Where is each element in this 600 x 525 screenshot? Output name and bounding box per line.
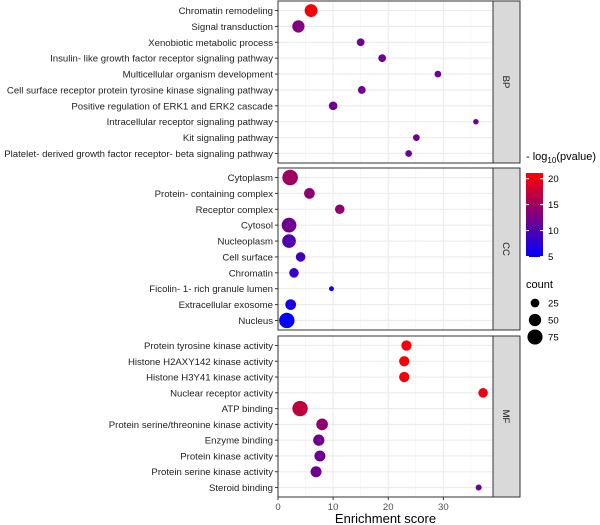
data-point [281,217,297,233]
data-point [334,204,345,215]
color-legend-label: 10 [548,226,559,237]
term-label: Multicellular organism development [123,70,274,81]
data-point [313,434,325,446]
panel-mf: Protein tyrosine kinase activity Histone … [109,335,521,498]
data-point [413,134,420,141]
term-label: Receptor complex [196,205,274,216]
facet-label: CC [500,242,511,256]
color-bar [526,173,543,257]
data-point [295,252,306,262]
term-label: Cell surface receptor protein tyrosine k… [7,85,273,96]
panel-background [278,336,493,497]
data-point [292,400,308,417]
data-point [357,86,366,94]
term-label: Histone H2AXY142 kinase activity [128,357,273,368]
term-label: Nucleus [238,316,273,327]
x-tick-label: 20 [383,502,394,513]
data-point [282,234,296,248]
color-legend-title: - log10(pvalue) [526,151,596,165]
size-legend-title: count [526,279,553,291]
x-tick-label: 0 [275,502,280,513]
term-label: Cytoplasm [228,173,273,184]
facet-label: BP [500,76,511,89]
panel-bp: Chromatin remodeling Signal transduction X… [4,0,521,164]
size-legend-key [530,298,540,308]
data-point [304,4,318,17]
term-label: Nucleoplasm [218,237,273,248]
size-legend-key [528,313,542,327]
panel-cc: Cytoplasm Protein- containing complex Rece… [149,167,521,331]
term-label: Protein tyrosine kinase activity [144,341,273,352]
data-point [478,388,488,398]
data-point [310,466,322,478]
panel-background [278,1,493,163]
color-legend-label: 5 [548,252,553,263]
size-legend-label: 50 [548,316,559,327]
term-label: Protein serine/threonine kinase activity [109,420,273,431]
term-label: Platelet- derived growth factor receptor… [4,149,273,160]
term-label: Steroid binding [209,483,273,494]
data-point [405,150,413,157]
facet-strip [492,167,521,331]
term-label: Histone H3Y41 kinase activity [146,373,273,384]
term-label: Ficolin- 1- rich granule lumen [149,284,273,295]
term-label: Protein kinase activity [180,451,273,462]
size-legend-key [527,329,543,345]
term-label: Protein- containing complex [155,189,274,200]
data-point [434,70,442,78]
data-point [473,118,479,125]
term-label: Extracellular exosome [179,300,273,311]
color-legend-label: 20 [548,174,559,185]
data-point [289,268,299,278]
data-point [329,286,334,292]
term-label: Nuclear receptor activity [170,388,273,399]
term-label: Positive regulation of ERK1 and ERK2 cas… [71,101,273,112]
data-point [316,418,328,431]
data-point [282,169,298,186]
size-legend-label: 75 [548,333,559,344]
x-axis-title: Enrichment score [335,511,436,525]
data-point [356,38,365,47]
term-label: Protein serine kinase activity [151,467,273,478]
term-label: Insulin- like growth factor receptor sig… [50,54,273,65]
x-tick-label: 10 [328,502,339,513]
term-label: Chromatin remodeling [179,6,273,17]
color-legend-label: 15 [548,200,559,211]
term-label: Kit signaling pathway [183,133,273,144]
term-label: Signal transduction [191,22,273,33]
data-point [399,356,410,367]
data-point [378,54,387,63]
term-label: Xenobiotic metabolic process [148,38,273,49]
term-label: Cell surface [222,252,273,263]
term-label: Intracellular receptor signaling pathway [107,117,274,128]
facet-label: MF [500,410,511,424]
data-point [401,340,412,351]
facet-strip [492,0,521,164]
data-point [279,312,295,329]
data-point [285,299,297,310]
data-point [328,101,338,111]
term-label: Cytosol [241,221,273,232]
data-point [292,20,305,33]
facet-strip [492,335,521,498]
x-tick-label: 30 [438,502,449,513]
size-legend-label: 25 [548,299,559,310]
data-point [314,450,326,462]
term-label: Enzyme binding [205,436,273,447]
data-point [399,371,410,383]
term-label: Chromatin [229,268,273,279]
data-point [304,188,315,199]
data-point [475,484,482,491]
term-label: ATP binding [222,404,273,415]
